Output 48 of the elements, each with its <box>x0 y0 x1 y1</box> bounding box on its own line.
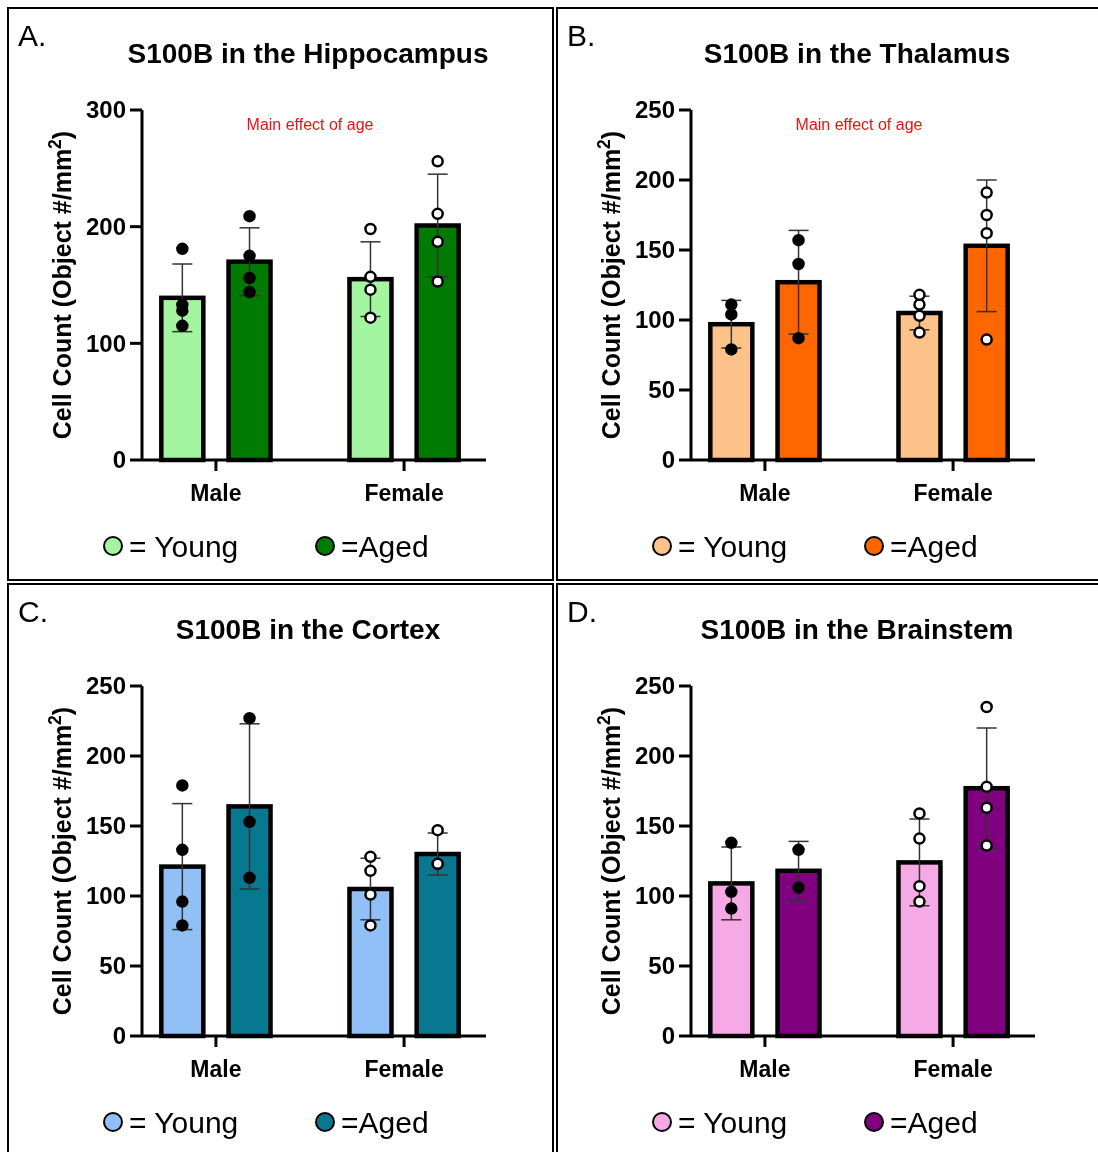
x-tick-label: Male <box>739 1056 791 1082</box>
y-tick-label: 150 <box>85 812 126 840</box>
y-tick-label: 100 <box>634 882 675 910</box>
legend-label: = Young <box>129 1105 239 1139</box>
chart-title: S100B in the Hippocampus <box>127 38 489 69</box>
y-tick-label: 0 <box>661 1022 675 1050</box>
annotation: Main effect of age <box>246 116 374 133</box>
x-tick-label: Female <box>913 1056 993 1082</box>
x-tick-label: Female <box>913 480 993 506</box>
y-tick-label: 150 <box>634 236 675 264</box>
x-tick-label: Female <box>364 480 444 506</box>
legend-label: =Aged <box>341 529 429 563</box>
y-tick-label: 50 <box>648 952 675 980</box>
y-tick-label: 50 <box>648 376 675 404</box>
legend-label: =Aged <box>890 529 978 563</box>
y-tick-label: 50 <box>99 952 126 980</box>
legend-label: = Young <box>678 529 788 563</box>
x-tick-label: Male <box>190 1056 242 1082</box>
y-tick-label: 250 <box>85 672 126 700</box>
y-tick-label: 150 <box>634 812 675 840</box>
y-tick-label: 200 <box>634 742 675 770</box>
y-tick-label: 250 <box>634 96 675 124</box>
text: D. <box>567 595 597 628</box>
y-tick-label: 200 <box>85 742 126 770</box>
y-tick-label: 0 <box>112 446 126 474</box>
legend-label: = Young <box>678 1105 788 1139</box>
y-tick-label: 0 <box>661 446 675 474</box>
text: C. <box>18 595 48 628</box>
y-tick-label: 0 <box>112 1022 126 1050</box>
y-tick-label: 250 <box>634 672 675 700</box>
annotation: Main effect of age <box>795 116 923 133</box>
text: A. <box>18 19 47 52</box>
y-tick-label: 100 <box>634 306 675 334</box>
x-tick-label: Male <box>190 480 242 506</box>
y-tick-label: 200 <box>85 213 126 241</box>
y-tick-label: 100 <box>85 329 126 357</box>
y-tick-label: 200 <box>634 166 675 194</box>
text: B. <box>567 19 596 52</box>
chart-title: S100B in the Brainstem <box>700 614 1014 645</box>
chart-title: S100B in the Thalamus <box>703 38 1011 69</box>
legend-label: = Young <box>129 529 239 563</box>
x-tick-label: Male <box>739 480 791 506</box>
y-tick-label: 100 <box>85 882 126 910</box>
x-tick-label: Female <box>364 1056 444 1082</box>
chart-title: S100B in the Cortex <box>175 614 441 645</box>
y-tick-label: 300 <box>85 96 126 124</box>
legend-label: =Aged <box>341 1105 429 1139</box>
legend-label: =Aged <box>890 1105 978 1139</box>
